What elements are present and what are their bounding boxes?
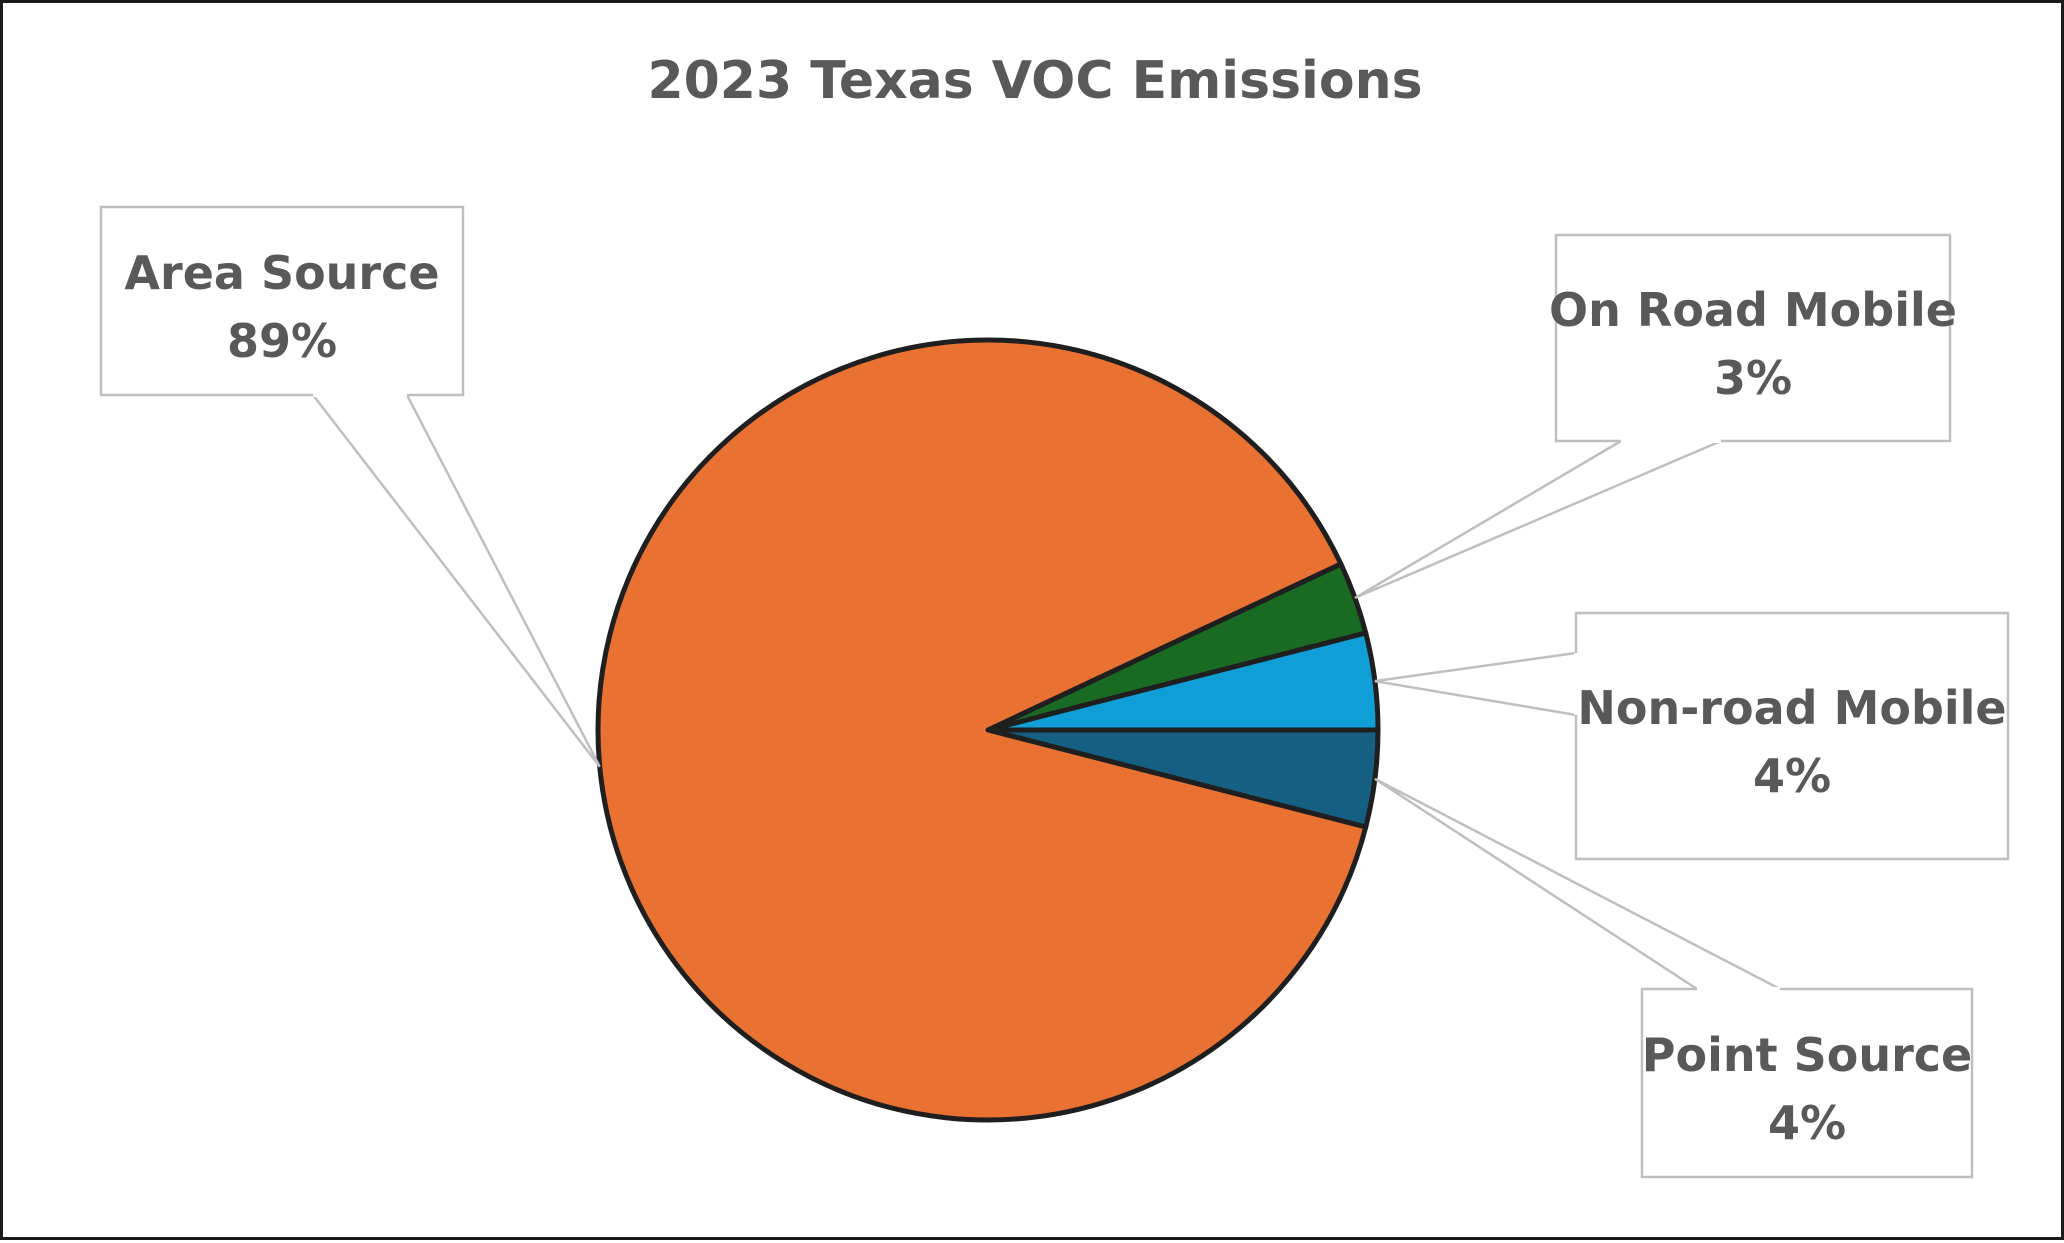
callout-area-source: Area Source 89% [99, 205, 601, 768]
data-label-category-point-source: Point Source [1642, 1028, 1972, 1082]
data-label-value-area-source: 89% [227, 314, 337, 368]
callout-non-road-mobile: Non-road Mobile 4% [1374, 611, 2010, 861]
callout-box-on-road-mobile [1554, 233, 1952, 443]
data-label-value-on-road-mobile: 3% [1714, 351, 1792, 405]
callout-on-road-mobile: On Road Mobile 3% [1354, 233, 1957, 600]
data-label-category-non-road-mobile: Non-road Mobile [1577, 681, 2006, 735]
data-label-category-on-road-mobile: On Road Mobile [1549, 283, 1957, 337]
data-label-value-non-road-mobile: 4% [1753, 749, 1831, 803]
callout-point-source: Point Source 4% [1374, 777, 1974, 1179]
pie-chart: 2023 Texas VOC Emissions Area Source 89% O… [99, 51, 2010, 1179]
data-label-category-area-source: Area Source [124, 246, 439, 300]
pie-slices [595, 337, 1381, 1123]
callout-leader-area-source [310, 393, 601, 768]
callout-box-area-source [99, 205, 465, 397]
callout-leader-non-road-mobile [1374, 651, 1578, 717]
data-label-value-point-source: 4% [1768, 1096, 1846, 1150]
callout-box-non-road-mobile [1574, 611, 2010, 861]
callout-box-point-source [1640, 987, 1974, 1179]
callout-leader-on-road-mobile [1354, 439, 1722, 600]
data-label-callouts: Area Source 89% On Road Mobile 3% Non-road M… [99, 205, 2010, 1179]
chart-title: 2023 Texas VOC Emissions [647, 51, 1422, 111]
